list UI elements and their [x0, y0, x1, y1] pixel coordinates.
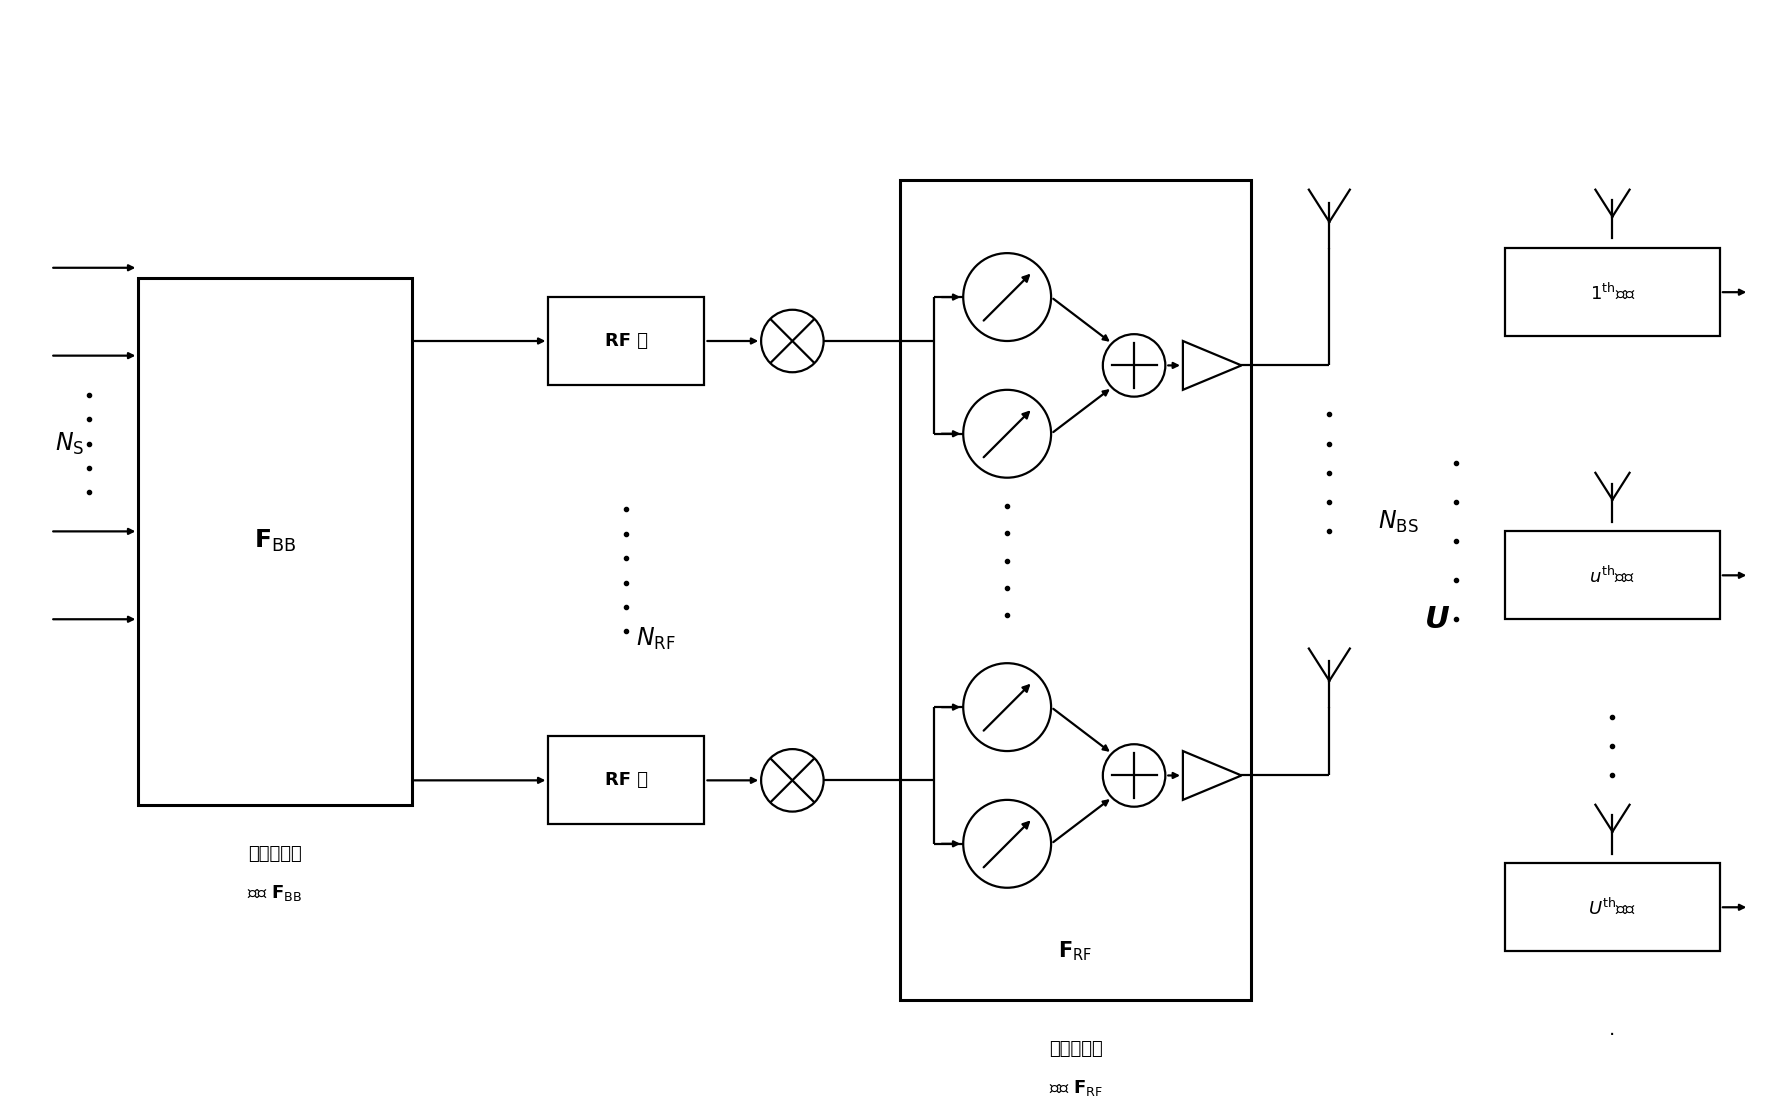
Bar — [548, 736, 705, 824]
Circle shape — [1104, 745, 1166, 806]
Circle shape — [963, 253, 1052, 341]
Text: $\mathbf{F}_{\mathrm{RF}}$: $\mathbf{F}_{\mathrm{RF}}$ — [1059, 939, 1093, 962]
Text: $u^{\mathrm{th}}$用户: $u^{\mathrm{th}}$用户 — [1590, 565, 1636, 585]
Circle shape — [762, 310, 824, 372]
Text: $\mathbf{F}_{\mathrm{BB}}$: $\mathbf{F}_{\mathrm{BB}}$ — [255, 528, 295, 554]
Bar — [139, 277, 411, 805]
Circle shape — [963, 663, 1052, 751]
Bar — [548, 297, 705, 385]
Circle shape — [762, 749, 824, 812]
Text: $N_{\mathrm{RF}}$: $N_{\mathrm{RF}}$ — [635, 626, 675, 652]
Text: RF 链: RF 链 — [605, 332, 648, 350]
Text: $U^{\mathrm{th}}$用户: $U^{\mathrm{th}}$用户 — [1588, 896, 1636, 917]
Text: 模拟预编码: 模拟预编码 — [1048, 1040, 1102, 1058]
Bar — [899, 180, 1251, 1000]
Bar — [1506, 249, 1719, 337]
Polygon shape — [1184, 751, 1241, 800]
Text: 矩阵 $\mathbf{F}_{\mathrm{RF}}$: 矩阵 $\mathbf{F}_{\mathrm{RF}}$ — [1048, 1078, 1102, 1098]
Text: $\boldsymbol{U}$: $\boldsymbol{U}$ — [1424, 604, 1449, 635]
Bar — [1506, 864, 1719, 952]
Circle shape — [1104, 334, 1166, 397]
Bar — [1506, 531, 1719, 619]
Text: 矩阵 $\mathbf{F}_{\mathrm{BB}}$: 矩阵 $\mathbf{F}_{\mathrm{BB}}$ — [247, 882, 303, 903]
Polygon shape — [1184, 341, 1241, 389]
Text: $N_{\rm S}$: $N_{\rm S}$ — [55, 430, 84, 456]
Circle shape — [963, 389, 1052, 477]
Text: .: . — [1609, 1020, 1616, 1038]
Text: RF 链: RF 链 — [605, 771, 648, 790]
Text: $N_{\mathrm{BS}}$: $N_{\mathrm{BS}}$ — [1378, 508, 1419, 535]
Text: $1^{\mathrm{th}}$用户: $1^{\mathrm{th}}$用户 — [1590, 282, 1636, 303]
Text: 数字预编码: 数字预编码 — [247, 845, 303, 862]
Circle shape — [963, 800, 1052, 888]
